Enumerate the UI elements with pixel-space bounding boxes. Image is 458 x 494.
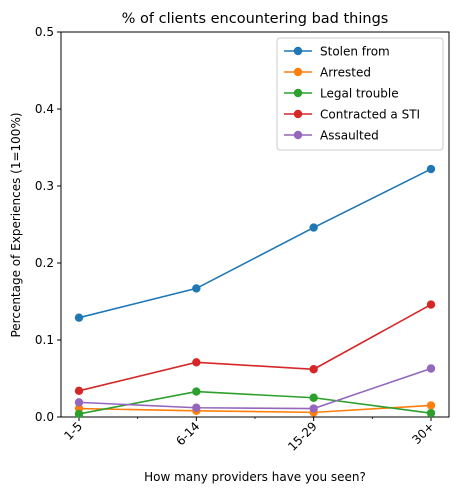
legend-swatch-marker — [293, 88, 303, 98]
legend-label: Legal trouble — [320, 87, 399, 101]
x-tick-label: 15-29 — [285, 419, 320, 454]
x-tick-label: 6-14 — [173, 419, 202, 448]
y-tick-label: 0.4 — [35, 102, 54, 116]
data-point — [309, 404, 318, 413]
y-axis-label: Percentage of Experiences (1=100%) — [9, 112, 23, 337]
x-tick-label: 30+ — [409, 419, 437, 447]
series-line — [78, 390, 432, 415]
data-point — [192, 358, 201, 367]
data-point — [74, 398, 84, 407]
data-point — [426, 164, 436, 174]
series-line — [78, 303, 432, 392]
series-line — [78, 168, 432, 319]
legend-swatch-marker — [293, 130, 303, 140]
y-tick-label: 0.5 — [35, 25, 54, 39]
legend-box — [276, 37, 444, 151]
y-tick-label: 0.2 — [35, 256, 54, 270]
data-point — [309, 393, 318, 402]
data-point — [74, 409, 84, 419]
y-tick-label: 0.3 — [35, 179, 54, 193]
chart-title: % of clients encountering bad things — [122, 11, 389, 27]
x-axis-label: How many providers have you seen? — [144, 470, 366, 484]
legend-label: Assaulted — [320, 129, 379, 143]
legend-swatch-marker — [293, 67, 303, 77]
data-point — [192, 284, 201, 293]
y-tick-label: 0.0 — [35, 410, 54, 424]
legend-swatch-marker — [293, 109, 303, 119]
y-tick-label: 0.1 — [35, 333, 54, 347]
data-point — [192, 387, 201, 396]
data-point — [309, 223, 318, 232]
data-point — [192, 403, 201, 412]
data-point — [426, 364, 436, 373]
legend-label: Arrested — [320, 66, 371, 80]
x-tick-label: 1-5 — [61, 419, 85, 443]
data-point — [309, 365, 318, 374]
series-line — [78, 404, 432, 414]
legend-swatch-marker — [293, 46, 303, 56]
legend-label: Stolen from — [320, 45, 390, 59]
data-point — [426, 408, 436, 418]
data-point — [74, 386, 84, 396]
data-point — [74, 313, 84, 322]
series-line — [78, 367, 432, 410]
legend-label: Contracted a STI — [320, 108, 420, 122]
legend: Stolen from Arrested Legal trouble Contract… — [276, 37, 444, 151]
data-point — [426, 401, 436, 410]
data-point — [426, 300, 436, 309]
